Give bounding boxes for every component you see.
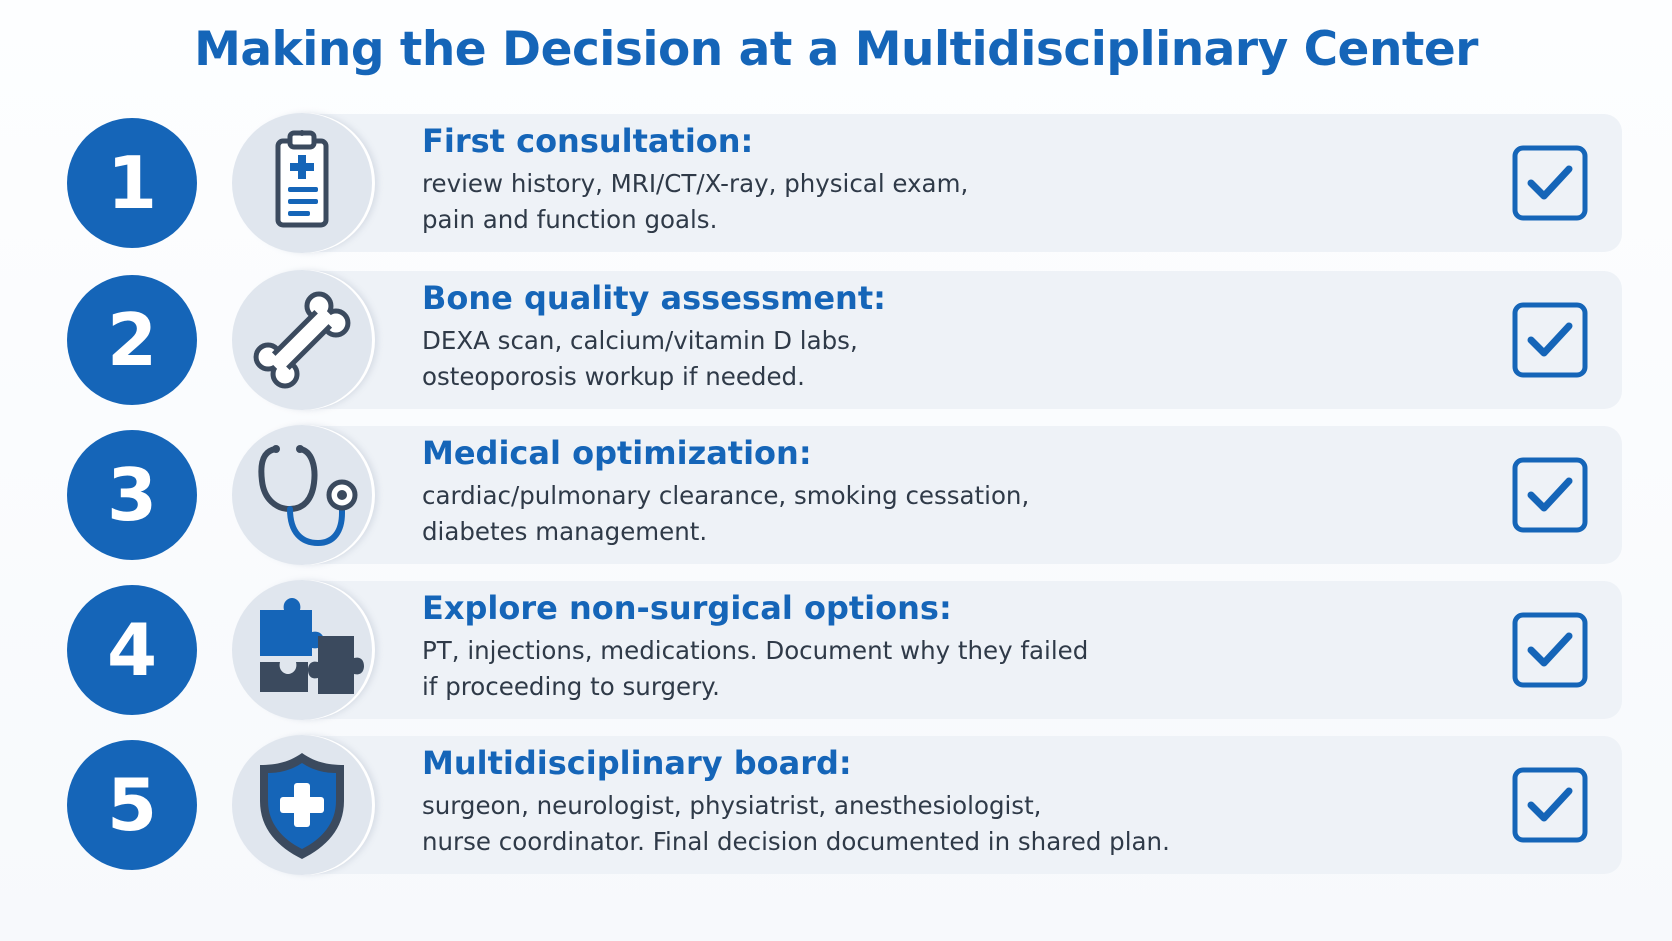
clipboard-icon <box>232 113 372 253</box>
description-line: if proceeding to surgery. <box>422 672 720 701</box>
step-description: DEXA scan, calcium/vitamin D labs, osteo… <box>422 323 858 395</box>
step-heading: Explore non-surgical options: <box>422 589 952 627</box>
step-3: 3 Medical optimization: cardiac/pulmonar… <box>0 420 1672 570</box>
checkbox-checked-icon[interactable] <box>1511 611 1589 689</box>
description-line: diabetes management. <box>422 517 708 546</box>
step-card <box>300 426 1622 564</box>
step-4: 4 Explore non-surgical options: PT, inje… <box>0 575 1672 725</box>
description-line: cardiac/pulmonary clearance, smoking ces… <box>422 481 1030 510</box>
description-line: DEXA scan, calcium/vitamin D labs, <box>422 326 858 355</box>
step-5: 5 Multidisciplinary board: surgeon, neur… <box>0 730 1672 880</box>
step-number-badge: 1 <box>67 118 197 248</box>
step-number-badge: 2 <box>67 275 197 405</box>
description-line: osteoporosis workup if needed. <box>422 362 805 391</box>
step-heading: First consultation: <box>422 122 754 160</box>
step-description: cardiac/pulmonary clearance, smoking ces… <box>422 478 1029 550</box>
step-heading: Medical optimization: <box>422 434 812 472</box>
description-line: review history, MRI/CT/X-ray, physical e… <box>422 169 969 198</box>
checkbox-checked-icon[interactable] <box>1511 301 1589 379</box>
step-card <box>300 114 1622 252</box>
shield-plus-icon <box>232 735 372 875</box>
checkbox-checked-icon[interactable] <box>1511 144 1589 222</box>
step-1: 1 First consultation: review history, MR… <box>0 108 1672 258</box>
bone-icon <box>232 270 372 410</box>
step-card <box>300 736 1622 874</box>
step-number-badge: 5 <box>67 740 197 870</box>
step-description: review history, MRI/CT/X-ray, physical e… <box>422 166 968 238</box>
step-card <box>300 271 1622 409</box>
step-description: PT, injections, medications. Document wh… <box>422 633 1088 705</box>
description-line: nurse coordinator. Final decision docume… <box>422 827 1170 856</box>
page-title: Making the Decision at a Multidisciplina… <box>194 22 1478 77</box>
description-line: pain and function goals. <box>422 205 718 234</box>
step-heading: Bone quality assessment: <box>422 279 886 317</box>
step-description: surgeon, neurologist, physiatrist, anest… <box>422 788 1170 860</box>
checkbox-checked-icon[interactable] <box>1511 766 1589 844</box>
puzzle-icon <box>232 580 372 720</box>
checkbox-checked-icon[interactable] <box>1511 456 1589 534</box>
step-2: 2 Bone quality assessment: DEXA scan, ca… <box>0 265 1672 415</box>
description-line: PT, injections, medications. Document wh… <box>422 636 1089 665</box>
step-card <box>300 581 1622 719</box>
step-number-badge: 4 <box>67 585 197 715</box>
stethoscope-icon <box>232 425 372 565</box>
step-number-badge: 3 <box>67 430 197 560</box>
step-heading: Multidisciplinary board: <box>422 744 852 782</box>
description-line: surgeon, neurologist, physiatrist, anest… <box>422 791 1042 820</box>
